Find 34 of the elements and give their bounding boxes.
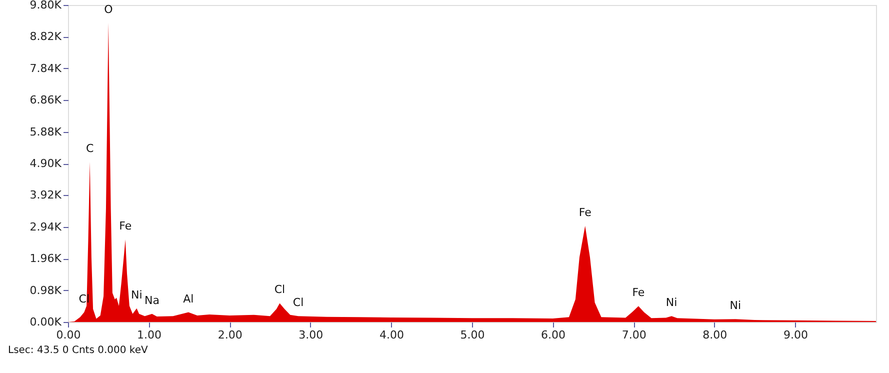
- y-tick-label: 1.96K: [30, 252, 62, 266]
- y-tick-label: 5.88K: [30, 125, 62, 138]
- annotation: Al: [183, 292, 194, 306]
- y-tick-label: 0.00K: [30, 316, 62, 328]
- x-tick-label: 8.00: [702, 328, 728, 342]
- text: Lsec: 43.5 0 Cnts 0.000 keV: [8, 345, 148, 356]
- y-tick-label: 3.92K: [30, 188, 62, 202]
- annotation: Fe: [119, 220, 132, 233]
- annotation: Na: [144, 294, 160, 307]
- y-tick-label: 2.94K: [30, 220, 62, 234]
- y-tick-label: 6.86K: [30, 94, 62, 107]
- x-tick-label: 4.00: [379, 328, 404, 342]
- annotation: Fe: [632, 286, 645, 300]
- x-tick-label: 7.00: [622, 328, 646, 342]
- annotation: O: [104, 2, 114, 16]
- x-tick-label: 6.00: [541, 328, 566, 342]
- y-tick-label: 8.82K: [30, 30, 62, 44]
- annotation: Fe: [578, 206, 592, 219]
- annotation: Ni: [131, 288, 142, 302]
- y-tick-label: 0.98K: [30, 284, 62, 297]
- annotation: Cl: [274, 283, 286, 296]
- x-tick-label: 9.00: [783, 328, 808, 342]
- x-tick-label: 0.00: [56, 328, 81, 342]
- annotation: Cl: [292, 296, 304, 310]
- y-tick-label: 4.90K: [30, 157, 62, 170]
- x-tick-label: 5.00: [460, 328, 485, 342]
- x-tick-label: 2.00: [218, 328, 242, 342]
- x-tick-label: 3.00: [298, 328, 324, 342]
- x-tick-label: 1.00: [137, 328, 162, 342]
- y-tick-label: 7.84K: [30, 62, 62, 75]
- annotation: C: [86, 142, 94, 155]
- annotation: Ni: [666, 296, 678, 310]
- annotation: Ni: [730, 299, 742, 312]
- y-tick-label: 9.80K: [30, 0, 62, 12]
